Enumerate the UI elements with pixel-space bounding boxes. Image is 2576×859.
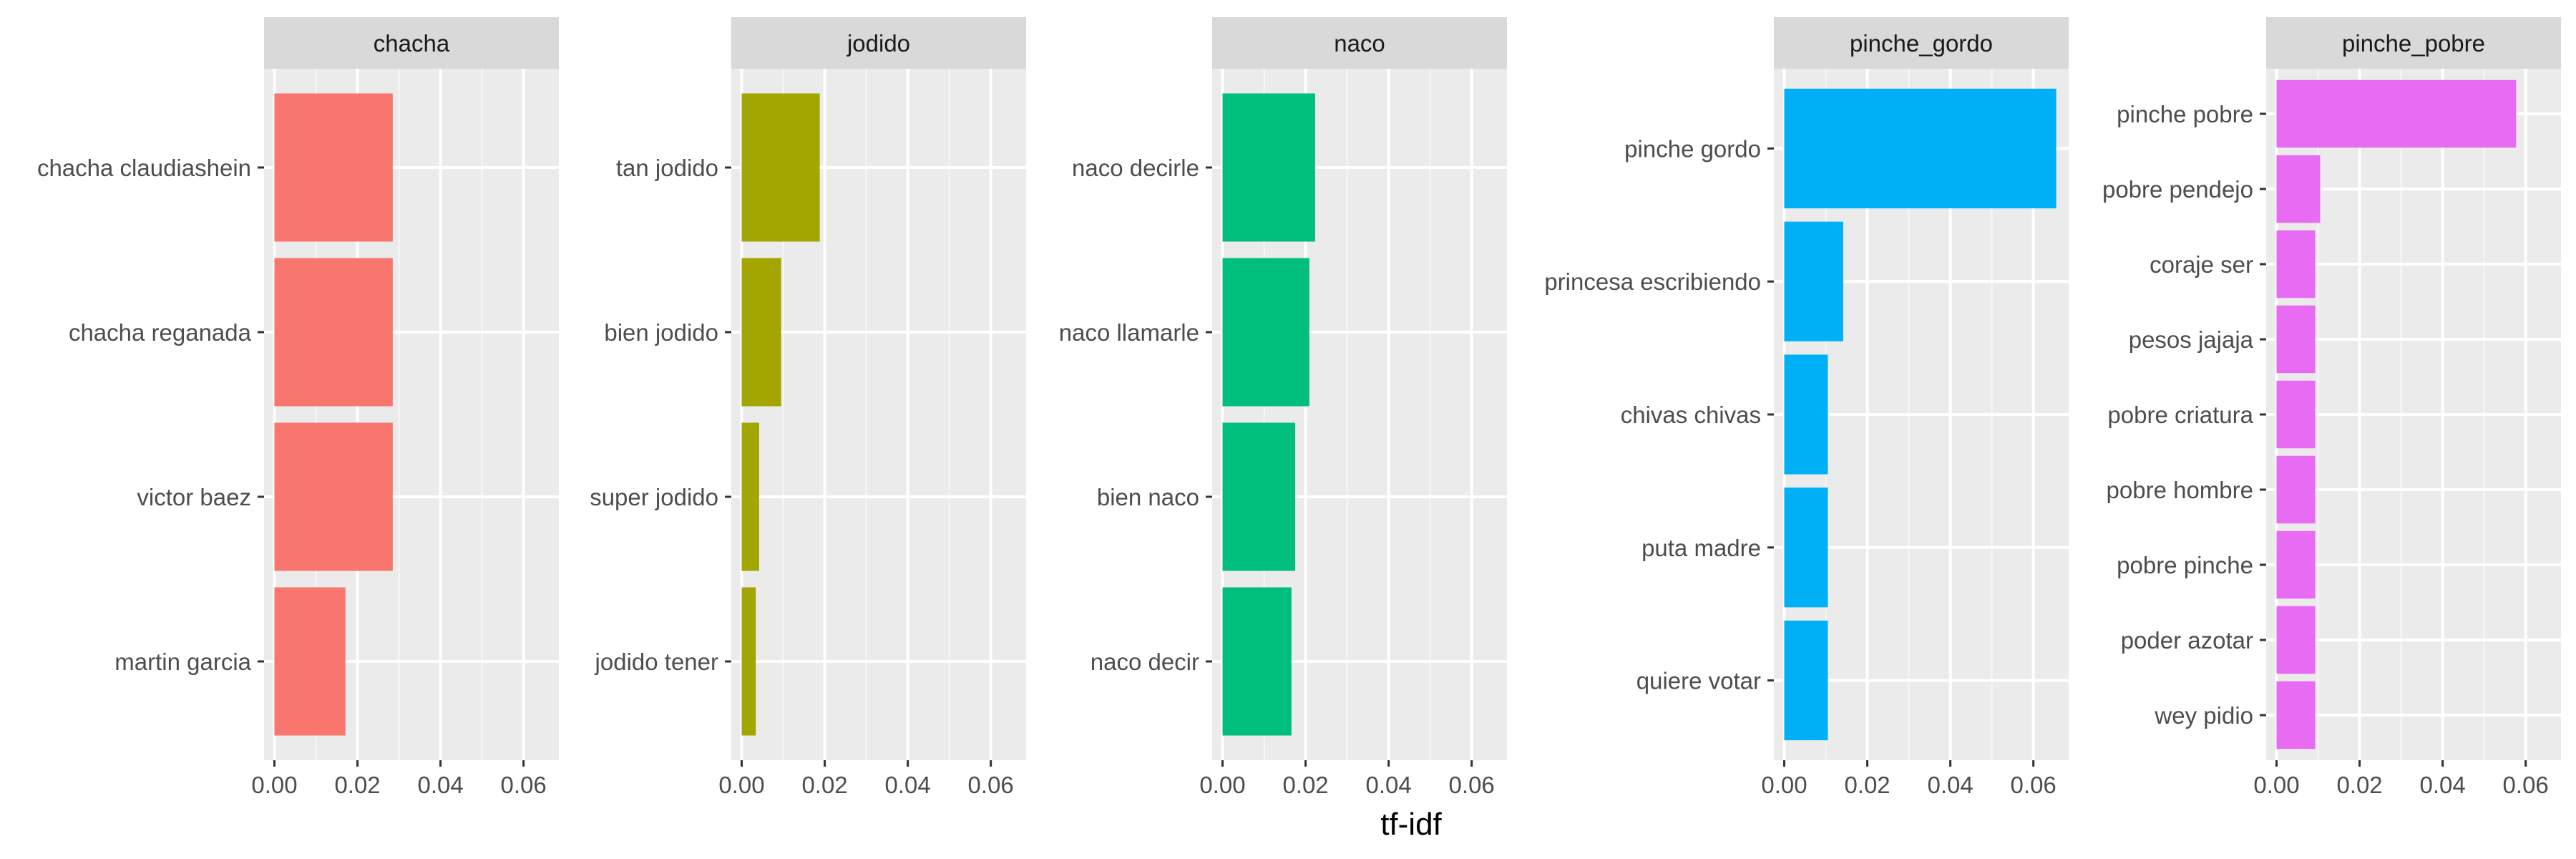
- x-tick-label: 0.04: [418, 772, 464, 798]
- y-tick-label: princesa escribiendo: [1544, 268, 1761, 295]
- facet-strip: [1212, 17, 1507, 69]
- y-tick-label: chivas chivas: [1621, 402, 1761, 428]
- y-tick-label: naco decir: [1091, 649, 1199, 675]
- x-tick-label: 0.02: [334, 772, 380, 798]
- bar: [2276, 606, 2316, 674]
- y-tick-label: coraje ser: [2150, 251, 2253, 278]
- x-tick-label: 0.02: [1282, 772, 1328, 798]
- x-tick-label: 0.06: [2503, 772, 2549, 798]
- bar: [1784, 88, 2057, 209]
- x-tick-label: 0.02: [1844, 772, 1890, 798]
- x-tick-label: 0.02: [801, 772, 847, 798]
- bar: [1784, 221, 1843, 341]
- bar: [1222, 587, 1292, 736]
- panel-chacha: chacha chacha claudiashein chacha reganada…: [37, 17, 559, 798]
- x-axis-title: tf-idf: [1380, 807, 1442, 842]
- x-tick-label: 0.06: [2011, 772, 2057, 798]
- x-tick-label: 0.06: [968, 772, 1014, 798]
- y-tick-label: naco llamarle: [1059, 319, 1199, 346]
- bar: [2276, 305, 2316, 374]
- y-tick-label: pobre pinche: [2117, 552, 2253, 578]
- chart-panels: chacha chacha claudiashein chacha reganada…: [37, 17, 2561, 798]
- y-tick-label: pobre criatura: [2107, 402, 2253, 428]
- bar: [1784, 620, 1828, 741]
- y-tick-label: bien naco: [1097, 484, 1199, 510]
- bar: [274, 93, 393, 242]
- x-tick-label: 0.04: [1366, 772, 1412, 798]
- y-tick-label: chacha claudiashein: [37, 155, 251, 181]
- bar: [741, 587, 756, 736]
- y-tick-label: victor baez: [137, 484, 251, 510]
- x-tick-label: 0.04: [885, 772, 931, 798]
- panel-jodido: jodido tan jodido bien jodido super jodido j…: [590, 17, 1026, 798]
- x-tick-label: 0.06: [501, 772, 547, 798]
- bar: [1222, 422, 1296, 571]
- facet-strip: [2266, 17, 2561, 69]
- bar: [2276, 79, 2517, 148]
- facet-strip-label: naco: [1334, 30, 1385, 57]
- x-tick-label: 0.00: [2253, 772, 2299, 798]
- facet-strip: [1774, 17, 2069, 69]
- x-tick-label: 0.00: [1761, 772, 1807, 798]
- x-tick-label: 0.00: [718, 772, 764, 798]
- x-tick-label: 0.00: [1199, 772, 1245, 798]
- x-tick-label: 0.04: [2420, 772, 2466, 798]
- bar: [741, 422, 759, 571]
- facet-strip-label: jodido: [847, 30, 910, 57]
- bar: [1784, 487, 1828, 608]
- bar: [274, 422, 393, 571]
- facet-strip-label: pinche_gordo: [1850, 30, 1993, 57]
- y-tick-label: pinche gordo: [1624, 135, 1761, 162]
- bar: [2276, 155, 2321, 223]
- bar: [2276, 530, 2316, 599]
- facet-strip-label: chacha: [374, 30, 450, 57]
- y-tick-label: pobre pendejo: [2102, 176, 2253, 203]
- x-tick-label: 0.02: [2336, 772, 2382, 798]
- y-tick-label: poder azotar: [2121, 627, 2253, 654]
- y-tick-label: pinche pobre: [2117, 101, 2253, 127]
- bar: [2276, 230, 2316, 299]
- bar: [741, 93, 820, 242]
- y-tick-label: pesos jajaja: [2129, 326, 2254, 353]
- facet-strip: [264, 17, 559, 69]
- bar: [274, 258, 393, 407]
- x-tick-label: 0.06: [1449, 772, 1495, 798]
- bar: [274, 587, 346, 736]
- facet-strip: [731, 17, 1026, 69]
- y-tick-label: naco decirle: [1072, 155, 1199, 181]
- y-tick-label: super jodido: [590, 484, 718, 510]
- y-tick-label: chacha reganada: [69, 319, 252, 346]
- bar: [2276, 380, 2316, 449]
- y-tick-label: tan jodido: [616, 155, 718, 181]
- y-tick-label: quiere votar: [1636, 668, 1761, 694]
- y-tick-label: bien jodido: [604, 319, 718, 346]
- bar: [1222, 258, 1309, 407]
- y-tick-label: puta madre: [1641, 535, 1761, 561]
- bar: [1222, 93, 1315, 242]
- bar: [741, 258, 781, 407]
- bar: [2276, 681, 2316, 749]
- bar: [2276, 455, 2316, 524]
- y-tick-label: jodido tener: [595, 649, 718, 675]
- y-tick-label: pobre hombre: [2107, 477, 2253, 503]
- bar: [1784, 354, 1828, 475]
- panel-naco: naco naco decirle naco llamarle bien naco na…: [1059, 17, 1507, 798]
- y-tick-label: martin garcia: [114, 649, 251, 675]
- y-tick-label: wey pidio: [2154, 702, 2253, 729]
- x-tick-label: 0.00: [251, 772, 297, 798]
- x-tick-label: 0.04: [1928, 772, 1974, 798]
- facet-strip-label: pinche_pobre: [2342, 30, 2485, 57]
